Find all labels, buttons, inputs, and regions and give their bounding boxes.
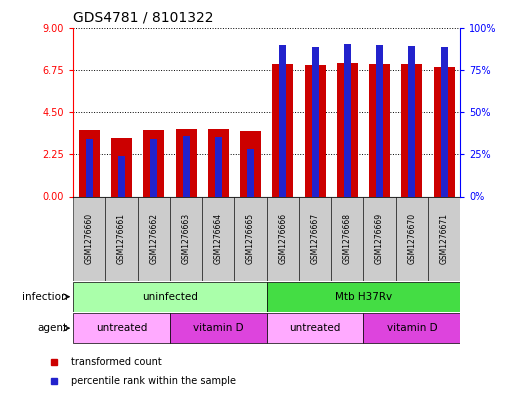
Text: GSM1276661: GSM1276661 [117, 213, 126, 264]
Text: GSM1276664: GSM1276664 [214, 213, 223, 264]
Bar [79, 130, 100, 196]
Bar [118, 156, 125, 196]
Bar [440, 47, 448, 196]
FancyBboxPatch shape [138, 196, 170, 281]
Text: uninfected: uninfected [142, 292, 198, 302]
Text: GSM1276670: GSM1276670 [407, 213, 416, 264]
FancyBboxPatch shape [202, 196, 234, 281]
Bar [369, 64, 390, 196]
Text: GSM1276665: GSM1276665 [246, 213, 255, 264]
Bar [272, 64, 293, 196]
Text: GSM1276669: GSM1276669 [375, 213, 384, 264]
Text: untreated: untreated [96, 323, 147, 333]
Text: GDS4781 / 8101322: GDS4781 / 8101322 [73, 11, 214, 25]
Text: percentile rank within the sample: percentile rank within the sample [71, 376, 236, 386]
Text: Mtb H37Rv: Mtb H37Rv [335, 292, 392, 302]
Bar [86, 139, 93, 196]
Bar [208, 129, 229, 196]
Bar [401, 64, 423, 196]
Bar [376, 46, 383, 196]
Text: vitamin D: vitamin D [193, 323, 244, 333]
FancyBboxPatch shape [267, 196, 299, 281]
Bar [434, 66, 454, 196]
FancyBboxPatch shape [234, 196, 267, 281]
Text: untreated: untreated [289, 323, 341, 333]
Text: agent: agent [38, 323, 68, 333]
FancyBboxPatch shape [170, 313, 267, 343]
Text: GSM1276666: GSM1276666 [278, 213, 287, 264]
FancyBboxPatch shape [73, 282, 267, 312]
Bar [337, 63, 358, 196]
FancyBboxPatch shape [331, 196, 363, 281]
Bar [312, 47, 319, 196]
Text: infection: infection [22, 292, 68, 302]
Bar [215, 137, 222, 196]
FancyBboxPatch shape [299, 196, 331, 281]
Text: GSM1276662: GSM1276662 [150, 213, 158, 264]
Bar [279, 46, 287, 196]
Text: GSM1276660: GSM1276660 [85, 213, 94, 264]
Bar [408, 46, 415, 196]
FancyBboxPatch shape [363, 313, 460, 343]
Text: GSM1276671: GSM1276671 [440, 213, 449, 264]
Text: vitamin D: vitamin D [386, 323, 437, 333]
Bar [143, 130, 164, 196]
FancyBboxPatch shape [267, 282, 460, 312]
Bar [176, 129, 197, 196]
FancyBboxPatch shape [106, 196, 138, 281]
FancyBboxPatch shape [396, 196, 428, 281]
FancyBboxPatch shape [73, 196, 106, 281]
Text: transformed count: transformed count [71, 357, 162, 367]
FancyBboxPatch shape [363, 196, 396, 281]
Bar [304, 65, 326, 196]
Bar [183, 136, 190, 196]
Text: GSM1276667: GSM1276667 [311, 213, 320, 264]
FancyBboxPatch shape [428, 196, 460, 281]
FancyBboxPatch shape [170, 196, 202, 281]
FancyBboxPatch shape [73, 313, 170, 343]
Bar [344, 44, 351, 196]
Bar [240, 131, 261, 196]
Bar [150, 139, 157, 196]
Text: GSM1276663: GSM1276663 [181, 213, 190, 264]
Bar [247, 149, 254, 196]
Bar [111, 138, 132, 196]
Text: GSM1276668: GSM1276668 [343, 213, 352, 264]
FancyBboxPatch shape [267, 313, 363, 343]
